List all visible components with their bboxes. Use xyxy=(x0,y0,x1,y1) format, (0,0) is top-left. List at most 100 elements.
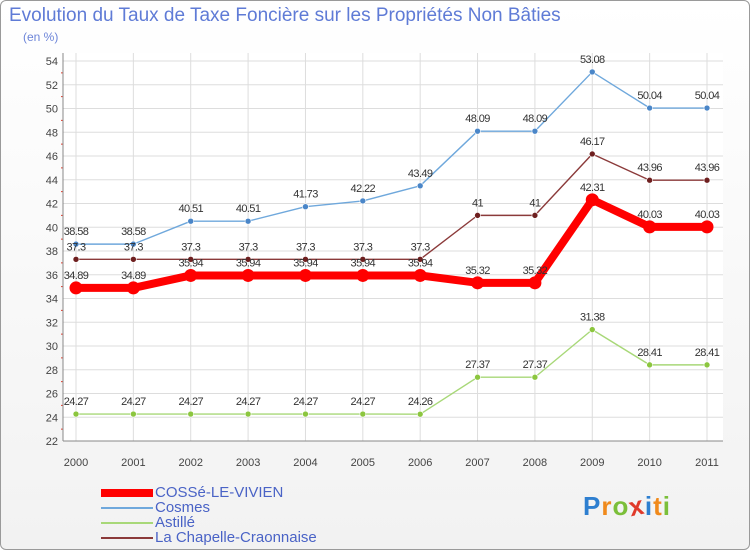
data-label: 31.38 xyxy=(580,312,605,324)
y-tick-label: 34 xyxy=(46,294,58,306)
data-label: 27.37 xyxy=(465,359,490,371)
y-tick-label: 26 xyxy=(46,389,58,401)
data-label: 40.51 xyxy=(178,203,203,215)
data-point xyxy=(356,268,370,282)
data-label: 53.08 xyxy=(580,54,605,66)
y-tick-label: 36 xyxy=(46,270,58,282)
data-point xyxy=(531,212,539,219)
data-label: 24.27 xyxy=(121,396,146,408)
data-label: 35.94 xyxy=(236,257,261,269)
data-label: 24.27 xyxy=(236,396,261,408)
data-label: 50.04 xyxy=(637,90,662,102)
data-point xyxy=(130,240,137,248)
data-label: 38.58 xyxy=(64,226,89,238)
data-point xyxy=(184,268,198,282)
data-label: 43.96 xyxy=(695,162,720,174)
x-tick-label: 2006 xyxy=(408,457,432,469)
data-point xyxy=(588,150,596,158)
data-point xyxy=(474,373,481,381)
logo-letter: P xyxy=(583,491,602,521)
data-point xyxy=(416,410,424,418)
data-label: 46.17 xyxy=(580,136,605,148)
y-tick-label: 48 xyxy=(46,127,58,139)
data-point xyxy=(585,193,599,207)
x-tick-label: 2001 xyxy=(121,457,145,469)
logo-letter: o xyxy=(612,491,630,521)
data-point xyxy=(241,268,255,282)
data-label: 35.94 xyxy=(408,257,433,269)
data-label: 50.04 xyxy=(695,90,720,102)
data-label: 37.3 xyxy=(66,241,85,253)
series-line-3 xyxy=(76,153,707,261)
data-point xyxy=(703,361,711,369)
legend-swatch xyxy=(101,521,153,524)
chart-subtitle: (en %) xyxy=(23,30,59,44)
data-label: 24.27 xyxy=(351,396,376,408)
data-point xyxy=(474,212,481,219)
data-point xyxy=(359,197,367,205)
data-label: 27.37 xyxy=(523,359,548,371)
data-label: 48.09 xyxy=(523,113,548,125)
data-label: 28.41 xyxy=(695,347,720,359)
series-line-2 xyxy=(76,328,707,415)
data-label: 24.26 xyxy=(408,396,433,408)
data-label: 35.32 xyxy=(465,265,490,277)
legend-swatch xyxy=(101,488,153,497)
data-point xyxy=(646,361,653,369)
data-point xyxy=(302,410,309,418)
logo-letter: i xyxy=(662,491,671,521)
logo-letter: t xyxy=(653,491,663,521)
data-point xyxy=(413,268,427,282)
x-tick-label: 2007 xyxy=(465,457,489,469)
y-tick-label: 46 xyxy=(46,151,58,163)
data-label: 35.94 xyxy=(178,257,203,269)
proxiti-logo: Proxiti xyxy=(583,490,671,523)
legend-item: COSSé-LE-VIVIEN xyxy=(101,484,317,501)
data-point xyxy=(244,256,252,263)
x-tick-label: 2008 xyxy=(523,457,547,469)
data-label: 28.41 xyxy=(637,347,662,359)
data-label: 24.27 xyxy=(64,396,89,408)
legend-item: Astillé xyxy=(101,514,317,531)
data-point xyxy=(646,104,653,112)
data-label: 43.96 xyxy=(637,162,662,174)
chart-legend: COSSé-LE-VIVIEN Cosmes Astillé La Chapelle-… xyxy=(101,484,317,546)
data-label: 35.32 xyxy=(523,265,548,277)
data-point xyxy=(126,281,140,295)
data-label: 37.3 xyxy=(296,241,315,253)
data-label: 40.03 xyxy=(637,209,662,221)
data-point xyxy=(531,373,539,381)
data-point xyxy=(416,182,424,190)
data-label: 38.58 xyxy=(121,226,146,238)
data-point xyxy=(72,256,80,263)
data-point xyxy=(244,217,252,225)
x-tick-label: 2004 xyxy=(293,457,317,469)
data-point xyxy=(643,220,657,234)
data-point xyxy=(474,127,481,135)
data-label: 41 xyxy=(472,197,484,209)
data-point xyxy=(700,220,714,234)
y-tick-label: 32 xyxy=(46,317,58,329)
data-point xyxy=(72,410,80,418)
data-point xyxy=(298,268,312,282)
data-point xyxy=(703,104,711,112)
x-tick-label: 2010 xyxy=(637,457,661,469)
data-point xyxy=(531,127,539,135)
legend-label: La Chapelle-Craonnaise xyxy=(155,529,317,546)
data-point xyxy=(130,256,137,263)
data-point xyxy=(588,68,596,76)
logo-letter: i xyxy=(644,491,654,521)
data-point xyxy=(471,276,485,290)
y-tick-label: 24 xyxy=(46,412,58,424)
data-label: 35.94 xyxy=(351,257,376,269)
y-tick-label: 28 xyxy=(46,365,58,377)
x-tick-label: 2009 xyxy=(580,457,604,469)
x-tick-label: 2005 xyxy=(351,457,375,469)
legend-label: Astillé xyxy=(155,514,196,531)
x-tick-label: 2002 xyxy=(178,457,202,469)
data-point xyxy=(359,256,367,263)
data-point xyxy=(69,281,83,295)
data-point xyxy=(72,240,80,248)
data-label: 37.3 xyxy=(353,241,372,253)
